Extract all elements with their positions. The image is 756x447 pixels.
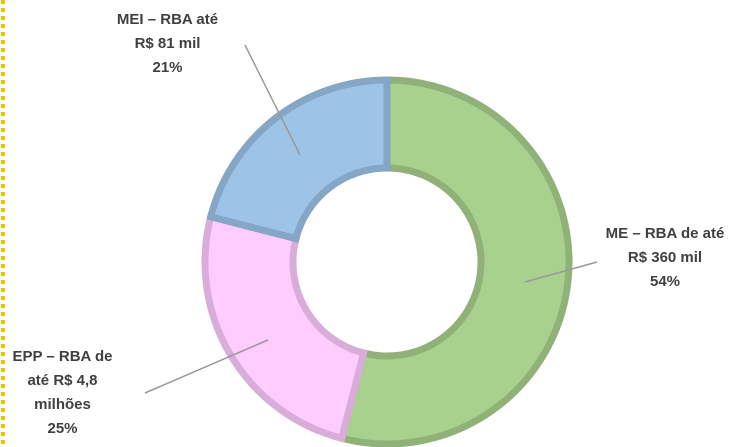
donut-slice	[337, 76, 573, 447]
leader-line	[244, 44, 301, 156]
donut-slice	[201, 212, 368, 443]
category-label: MEI – RBA até R$ 81 mil	[116, 11, 219, 52]
category-label: EPP – RBA de até R$ 4,8 milhões	[12, 348, 113, 413]
donut-slice	[206, 76, 391, 243]
leader-line	[144, 339, 269, 394]
leader-line	[524, 261, 598, 283]
value-label: 54%	[649, 273, 681, 290]
data-label: MEI – RBA até R$ 81 mil 21%	[95, 8, 240, 80]
value-label: 21%	[152, 59, 183, 76]
data-label: ME – RBA de até R$ 360 mil 54%	[590, 222, 740, 294]
data-label: EPP – RBA de até R$ 4,8 milhões 25%	[0, 345, 125, 441]
value-label: 25%	[47, 420, 78, 437]
category-label: ME – RBA de até R$ 360 mil	[605, 225, 725, 266]
